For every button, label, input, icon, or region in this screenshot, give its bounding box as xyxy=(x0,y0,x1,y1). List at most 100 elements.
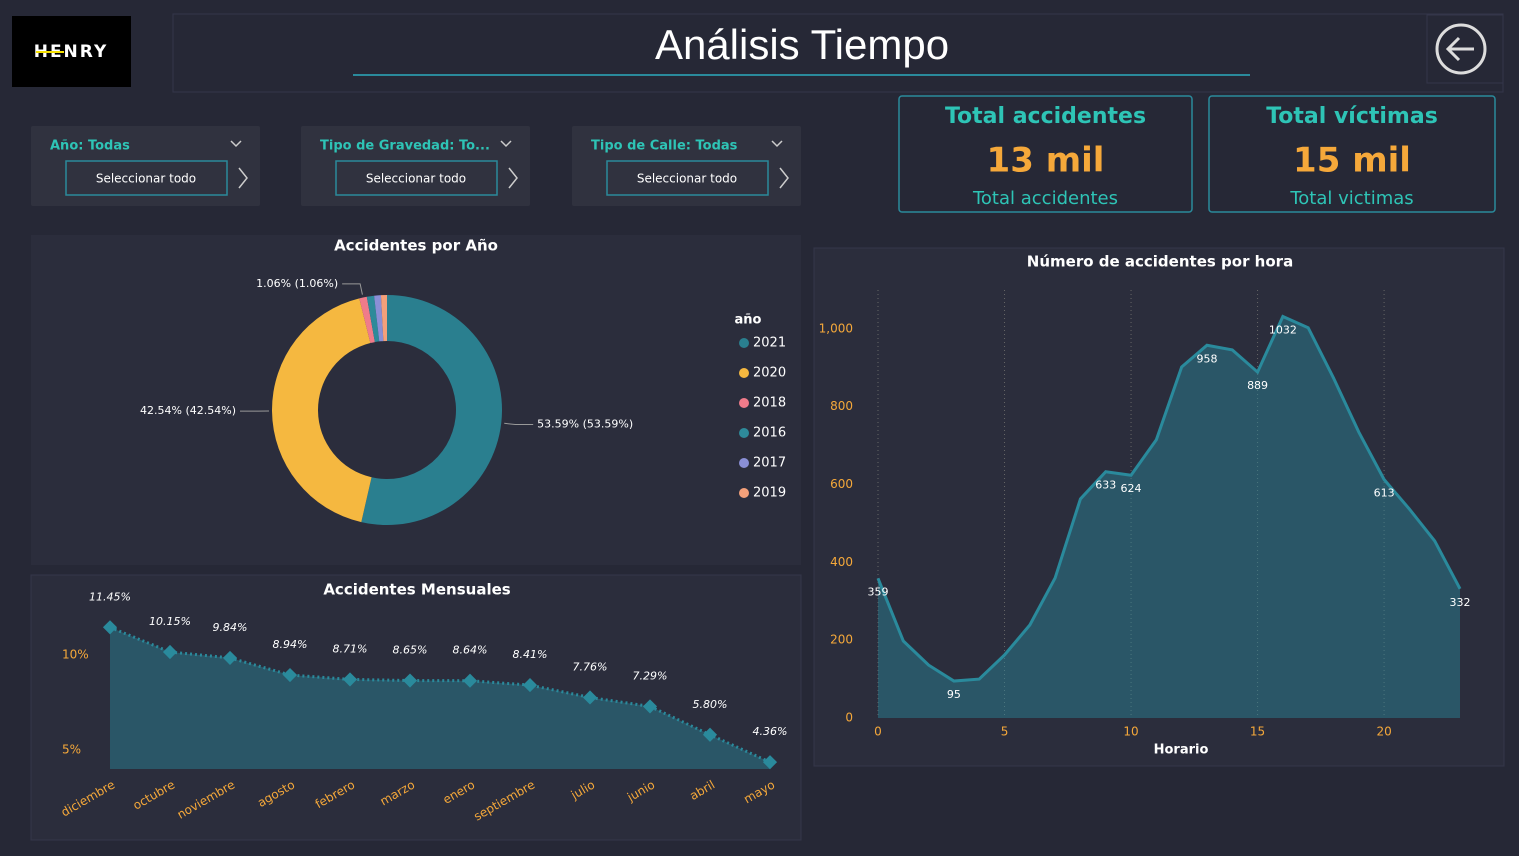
line xyxy=(109,625,771,764)
data-label: 53.59% (53.59%) xyxy=(537,418,633,431)
leader-line xyxy=(504,422,534,426)
filter-dropdown[interactable] xyxy=(500,140,512,148)
filter-button-label: Seleccionar todo xyxy=(366,172,466,186)
marker xyxy=(282,667,298,683)
x-tick-label: 10 xyxy=(1123,725,1138,739)
area-fill xyxy=(110,627,770,769)
data-label: 10.15% xyxy=(149,615,191,628)
data-label: 95 xyxy=(947,688,961,701)
data-label: 633 xyxy=(1095,479,1116,492)
x-tick-label: 15 xyxy=(1250,725,1265,739)
filter-next[interactable] xyxy=(238,167,248,189)
filter-next[interactable] xyxy=(508,167,518,189)
y-tick-label: 5% xyxy=(62,742,81,756)
legend-swatch xyxy=(739,458,749,468)
x-tick-label: 0 xyxy=(874,725,882,739)
x-axis-label: Horario xyxy=(1154,743,1209,758)
line xyxy=(876,314,1462,683)
marker xyxy=(162,644,178,660)
legend-title: año xyxy=(735,313,762,328)
data-label: 359 xyxy=(868,585,889,598)
marker xyxy=(102,620,118,635)
back-frame[interactable] xyxy=(1426,14,1504,84)
legend-label[interactable]: 2021 xyxy=(753,336,786,351)
area-fill xyxy=(878,316,1460,718)
filter-dropdown[interactable] xyxy=(230,140,242,148)
chart-title: Número de accidentes por hora xyxy=(1027,253,1293,271)
filter-next[interactable] xyxy=(779,167,789,189)
data-label: 5.80% xyxy=(693,698,728,711)
marker xyxy=(582,690,598,705)
data-label: 613 xyxy=(1374,486,1395,499)
chart-title: Accidentes por Año xyxy=(334,237,498,255)
legend-swatch xyxy=(739,398,749,408)
y-tick-label: 0 xyxy=(845,711,853,725)
legend-label[interactable]: 2017 xyxy=(753,456,786,471)
kpi-subtitle: Total victimas xyxy=(1289,188,1413,209)
data-label: 332 xyxy=(1450,596,1471,609)
marker xyxy=(702,727,718,742)
donut-slice xyxy=(271,298,372,523)
marker xyxy=(342,672,358,687)
page-title: Análisis Tiempo xyxy=(655,21,949,68)
y-tick-label: 200 xyxy=(830,633,853,647)
kpi-title: Total víctimas xyxy=(1266,104,1438,129)
marker xyxy=(222,650,238,665)
x-tick-label: 5 xyxy=(1001,725,1009,739)
donut-slice xyxy=(359,296,375,344)
legend-swatch xyxy=(739,488,749,498)
donut-slice xyxy=(380,295,387,342)
legend-label[interactable]: 2020 xyxy=(753,366,786,381)
data-label: 4.36% xyxy=(753,725,788,738)
legend-swatch xyxy=(739,368,749,378)
filter-button[interactable] xyxy=(65,160,228,196)
filter-button[interactable] xyxy=(335,160,498,196)
filter-button-label: Seleccionar todo xyxy=(637,172,737,186)
data-label: 7.76% xyxy=(573,660,608,673)
data-label: 8.94% xyxy=(273,638,308,651)
chart-title: Accidentes Mensuales xyxy=(323,581,510,599)
legend-swatch xyxy=(739,428,749,438)
filter-label: Tipo de Gravedad: To... xyxy=(320,139,490,154)
marker xyxy=(762,755,778,770)
marker xyxy=(642,699,658,714)
y-tick-label: 800 xyxy=(830,399,853,413)
panel xyxy=(30,574,802,841)
data-label: 958 xyxy=(1196,352,1217,365)
kpi-card xyxy=(898,95,1193,213)
y-tick-label: 600 xyxy=(830,477,853,491)
filter-button-label: Seleccionar todo xyxy=(96,172,196,186)
data-label: 11.45% xyxy=(89,590,131,603)
legend-label[interactable]: 2016 xyxy=(753,426,786,441)
kpi-card xyxy=(1208,95,1496,213)
data-label: 8.71% xyxy=(333,642,368,655)
legend-swatch xyxy=(739,338,749,348)
y-tick-label: 400 xyxy=(830,555,853,569)
kpi-value: 15 mil xyxy=(1293,141,1411,181)
data-label: 8.65% xyxy=(393,644,428,657)
data-label: 8.41% xyxy=(513,648,548,661)
data-label: 889 xyxy=(1247,379,1268,392)
kpi-subtitle: Total accidentes xyxy=(972,188,1118,209)
legend-label[interactable]: 2019 xyxy=(753,486,786,501)
data-label: 42.54% (42.54%) xyxy=(140,404,236,417)
y-tick-label: 10% xyxy=(62,647,89,661)
marker xyxy=(402,673,418,688)
filter-button[interactable] xyxy=(606,160,769,196)
legend-label[interactable]: 2018 xyxy=(753,396,786,411)
logo-box xyxy=(12,16,131,87)
back-arrow xyxy=(1445,36,1474,62)
data-label: 1032 xyxy=(1269,323,1297,336)
filter-label: Tipo de Calle: Todas xyxy=(591,139,738,154)
marker xyxy=(522,678,538,693)
filter-label: Año: Todas xyxy=(50,139,130,154)
logo: HENRY xyxy=(34,42,109,62)
data-label: 8.64% xyxy=(453,644,488,657)
data-label: 1.06% (1.06%) xyxy=(256,277,338,290)
filter-dropdown[interactable] xyxy=(771,140,783,148)
x-tick-label: 20 xyxy=(1376,725,1391,739)
filter-card xyxy=(31,126,260,206)
back-button[interactable] xyxy=(1435,23,1487,75)
data-label: 624 xyxy=(1121,482,1142,495)
